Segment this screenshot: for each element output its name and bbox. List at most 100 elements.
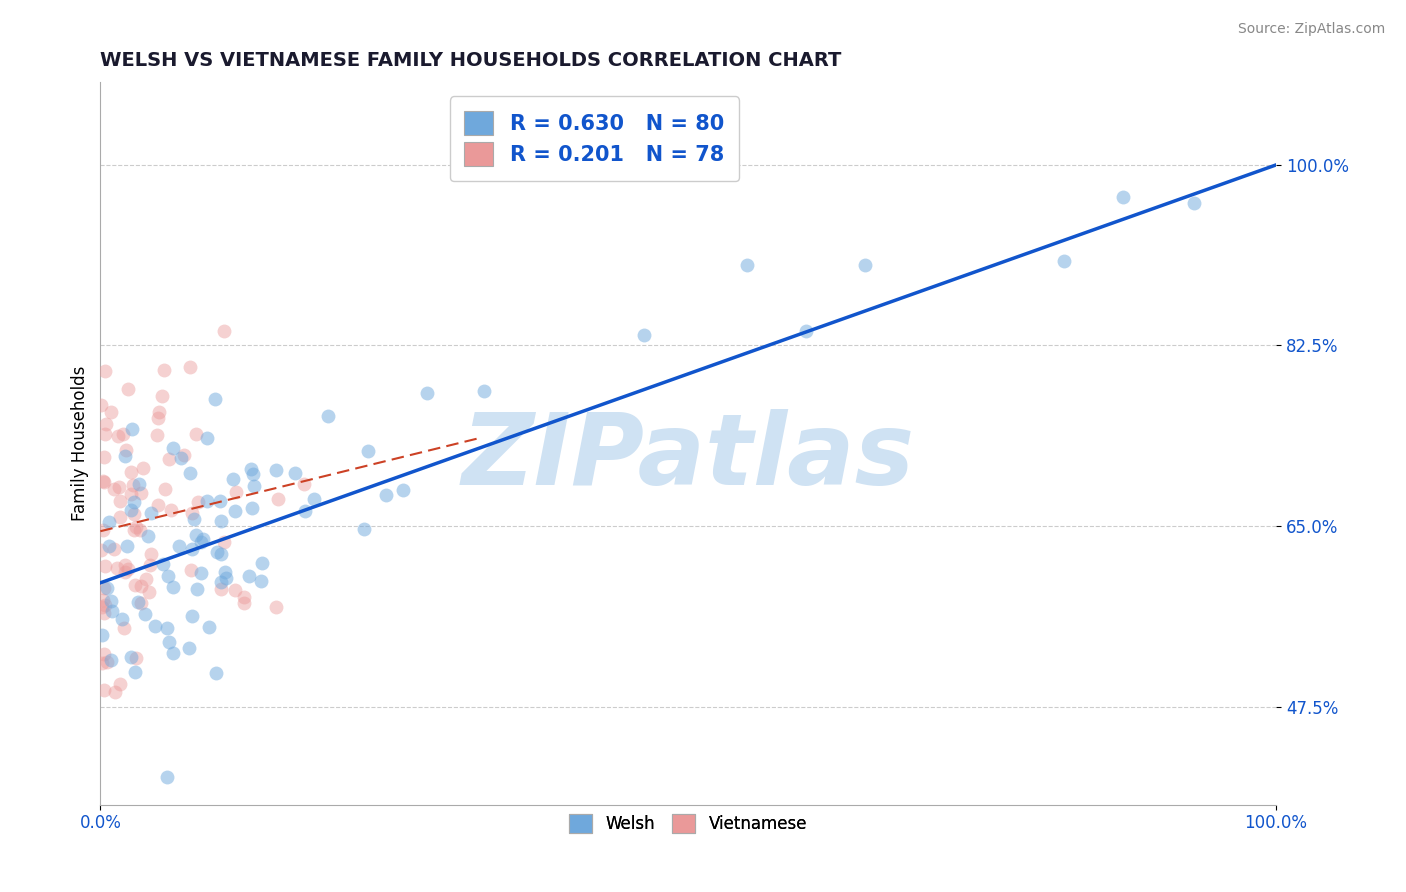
Point — [90, 543, 112, 558]
Point — [91, 656, 114, 670]
Point — [146, 411, 169, 425]
Point — [193, 532, 215, 546]
Point — [125, 520, 148, 534]
Point — [209, 547, 232, 561]
Point — [264, 599, 287, 614]
Point — [209, 514, 232, 528]
Point — [139, 506, 162, 520]
Point — [198, 620, 221, 634]
Point — [186, 528, 208, 542]
Point — [181, 542, 204, 557]
Point — [794, 324, 817, 338]
Point — [96, 655, 118, 669]
Point — [215, 571, 238, 585]
Point — [153, 363, 176, 377]
Point — [224, 504, 246, 518]
Point — [93, 581, 115, 595]
Point — [224, 582, 246, 597]
Point — [94, 559, 117, 574]
Point — [249, 574, 271, 589]
Point — [292, 476, 315, 491]
Point — [93, 427, 115, 442]
Point — [124, 665, 146, 680]
Point — [103, 541, 125, 556]
Point — [134, 607, 156, 622]
Point — [122, 494, 145, 508]
Point — [633, 328, 655, 343]
Point — [853, 259, 876, 273]
Point — [152, 558, 174, 572]
Point — [91, 593, 114, 607]
Point — [91, 474, 114, 488]
Point — [195, 493, 218, 508]
Point — [264, 463, 287, 477]
Point — [117, 562, 139, 576]
Point — [179, 360, 201, 375]
Point — [157, 452, 180, 467]
Point — [90, 398, 112, 412]
Point — [150, 389, 173, 403]
Point — [162, 580, 184, 594]
Point — [240, 462, 263, 476]
Point — [180, 506, 202, 520]
Point — [250, 556, 273, 570]
Point — [204, 392, 226, 406]
Point — [208, 494, 231, 508]
Point — [98, 515, 121, 529]
Point — [132, 460, 155, 475]
Point — [122, 507, 145, 521]
Point — [197, 431, 219, 445]
Point — [205, 544, 228, 558]
Point — [1112, 190, 1135, 204]
Point — [170, 450, 193, 465]
Point — [91, 628, 114, 642]
Point — [120, 465, 142, 479]
Point — [103, 482, 125, 496]
Point — [143, 618, 166, 632]
Point — [173, 448, 195, 462]
Point — [93, 450, 115, 464]
Point — [242, 501, 264, 516]
Point — [209, 582, 232, 596]
Point — [112, 427, 135, 442]
Point — [316, 409, 339, 424]
Point — [205, 665, 228, 680]
Point — [416, 386, 439, 401]
Point — [267, 491, 290, 506]
Point — [162, 441, 184, 455]
Point — [97, 539, 120, 553]
Point — [184, 426, 207, 441]
Point — [232, 590, 254, 604]
Point — [162, 646, 184, 660]
Point — [357, 444, 380, 458]
Point — [111, 612, 134, 626]
Point — [121, 422, 143, 436]
Point — [214, 565, 236, 579]
Point — [91, 600, 114, 615]
Point — [129, 485, 152, 500]
Point — [209, 574, 232, 589]
Point — [139, 558, 162, 573]
Point — [120, 649, 142, 664]
Point — [122, 478, 145, 492]
Point — [107, 428, 129, 442]
Point — [153, 482, 176, 496]
Point — [127, 595, 149, 609]
Point — [93, 683, 115, 698]
Point — [114, 565, 136, 579]
Point — [238, 569, 260, 583]
Point — [212, 534, 235, 549]
Point — [125, 651, 148, 665]
Point — [100, 653, 122, 667]
Point — [108, 480, 131, 494]
Point — [100, 594, 122, 608]
Point — [124, 578, 146, 592]
Text: ZIPatlas: ZIPatlas — [461, 409, 915, 507]
Point — [138, 529, 160, 543]
Point — [108, 493, 131, 508]
Point — [115, 442, 138, 457]
Point — [186, 582, 208, 596]
Point — [138, 585, 160, 599]
Point — [212, 324, 235, 338]
Point — [93, 606, 115, 620]
